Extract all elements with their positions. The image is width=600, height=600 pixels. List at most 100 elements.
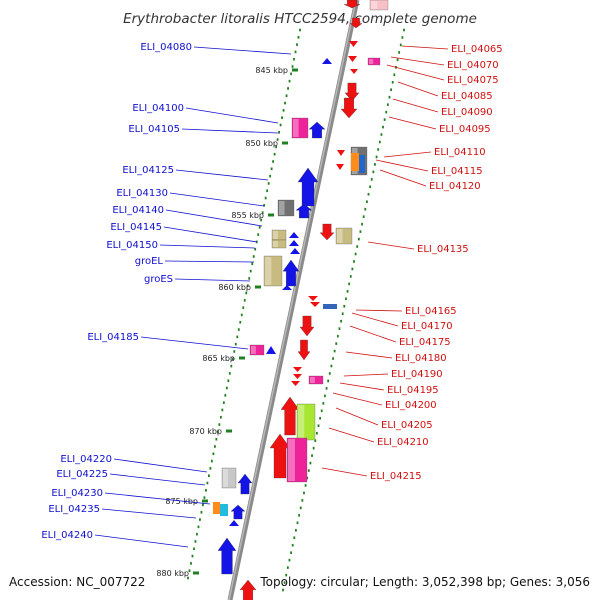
gene-box-khaki-shine	[337, 229, 343, 243]
inner-left-tick	[266, 189, 269, 193]
gene-label-left: ELI_04125	[122, 165, 174, 176]
inner-right-tick	[299, 506, 302, 510]
inner-left-tick	[258, 225, 261, 229]
gene-arrow-down	[299, 315, 315, 337]
inner-left-tick	[206, 481, 209, 485]
gene-label-left: ELI_04230	[51, 488, 103, 499]
inner-right-tick	[307, 469, 310, 472]
gene-label-right: ELI_04190	[391, 369, 443, 380]
gene-box-orange	[213, 502, 220, 514]
inner-right-tick	[315, 431, 318, 435]
inner-right-tick	[396, 58, 399, 62]
inner-left-tick	[203, 496, 206, 499]
kbp-major-tick	[255, 285, 261, 289]
inner-left-tick	[210, 459, 213, 463]
leader-line-right	[355, 309, 403, 312]
inner-right-tick	[335, 342, 338, 345]
inner-left-tick	[233, 350, 236, 353]
gene-features	[213, 0, 389, 600]
leader-line-right	[328, 427, 375, 443]
gene-label-right: ELI_04170	[401, 321, 453, 332]
inner-right-tick	[403, 28, 405, 32]
inner-left-tick	[228, 372, 231, 375]
inner-right-tick	[375, 155, 378, 159]
gene-label-left: ELI_04140	[112, 205, 164, 216]
gene-small-arrow	[293, 367, 302, 372]
leader-line-right	[345, 351, 393, 359]
inner-right-tick	[349, 275, 352, 278]
gene-label-right: ELI_04090	[441, 107, 493, 118]
inner-left-tick	[218, 423, 221, 426]
inner-left-tick	[188, 569, 191, 572]
inner-right-tick	[325, 387, 328, 390]
leader-line-left	[104, 492, 211, 505]
kbp-label: 880 kbp	[156, 569, 189, 578]
inner-left-tick	[279, 123, 282, 127]
gene-box-blue	[359, 155, 365, 173]
inner-left-tick	[296, 43, 298, 46]
inner-left-tick	[282, 109, 285, 112]
inner-left-tick	[270, 167, 273, 171]
genome-summary-text: Topology: circular; Length: 3,052,398 bp…	[259, 575, 590, 589]
inner-left-tick	[193, 547, 195, 551]
inner-left-tick	[212, 452, 215, 456]
gene-box-pink	[367, 57, 381, 66]
inner-right-tick	[322, 402, 325, 405]
gene-label-right: ELI_04110	[434, 147, 486, 158]
inner-left-tick	[278, 130, 280, 134]
inner-right-tick	[354, 252, 357, 256]
gene-box-pink-shine	[293, 119, 299, 137]
gene-box-orange	[351, 153, 359, 171]
gene-label-right: ELI_04115	[431, 166, 483, 177]
gene-small-arrow	[349, 41, 358, 47]
inner-right-tick	[288, 558, 291, 562]
inner-left-tick	[264, 196, 267, 200]
inner-left-tick	[291, 65, 294, 68]
gene-labels: ELI_04080 ELI_04100 ELI_04105 ELI_04125 ELI_…	[41, 42, 503, 548]
gene-label-right: ELI_04075	[447, 75, 499, 86]
inner-right-tick	[385, 110, 388, 114]
inner-left-tick	[284, 101, 286, 105]
inner-right-tick	[324, 394, 326, 398]
inner-left-tick	[248, 277, 251, 280]
gene-small-arrow-left	[289, 232, 299, 238]
leader-line-right	[379, 169, 427, 187]
gene-label-right: ELI_04070	[447, 60, 499, 71]
gene-arrow-up-blue	[230, 504, 246, 520]
inner-right-tick	[367, 192, 370, 196]
gene-box-lime-shine	[298, 405, 305, 439]
kbp-major-tick	[202, 499, 208, 503]
leader-line-left	[163, 226, 258, 243]
inner-right-tick	[333, 349, 336, 353]
gene-box-pink	[291, 117, 309, 139]
leader-line-right	[390, 56, 445, 66]
inner-left-tick	[191, 554, 194, 558]
leader-line-left	[175, 169, 269, 181]
inner-right-tick	[393, 73, 396, 77]
gene-label-right: ELI_04175	[399, 337, 451, 348]
inner-left-tick	[272, 160, 275, 163]
gene-small-arrow-left	[290, 248, 300, 254]
gene-box-blue-small	[323, 304, 337, 309]
gene-label-right: ELI_04180	[395, 353, 447, 364]
inner-right-tick	[383, 118, 386, 121]
gene-arrow-down	[340, 97, 358, 119]
inner-left-tick	[231, 357, 234, 361]
inner-left-tick	[187, 576, 189, 580]
gene-label-left: ELI_04225	[56, 469, 108, 480]
inner-right-tick	[353, 260, 355, 263]
leader-line-left	[94, 534, 189, 548]
inner-right-tick	[398, 51, 401, 54]
inner-right-tick	[290, 551, 292, 554]
leader-line-left	[165, 209, 263, 227]
inner-left-tick	[237, 328, 240, 331]
gene-box-pink-shine	[251, 346, 256, 354]
inner-right-tick	[370, 178, 373, 181]
gene-small-arrow	[350, 69, 358, 74]
inner-left-tick	[287, 87, 289, 90]
gene-label-right: ELI_04195	[387, 385, 439, 396]
inner-left-tick	[261, 211, 264, 214]
leader-line-left	[174, 278, 251, 282]
